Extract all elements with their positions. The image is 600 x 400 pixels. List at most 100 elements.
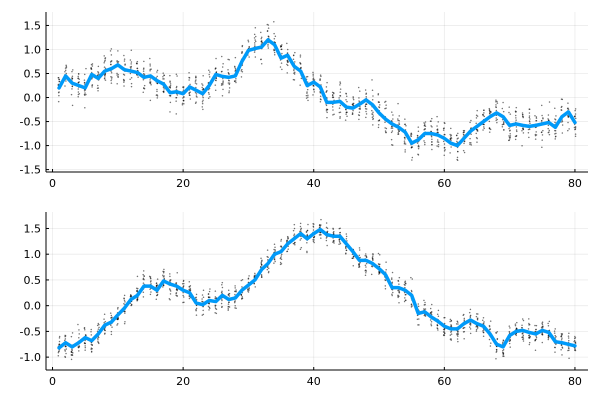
sample-point — [208, 69, 210, 72]
sample-point — [117, 50, 119, 52]
sample-point — [385, 127, 388, 130]
sample-point — [64, 350, 67, 352]
sample-point — [294, 51, 296, 54]
sample-point — [227, 71, 230, 74]
sample-point — [117, 74, 120, 76]
sample-point — [469, 137, 471, 140]
sample-point — [104, 57, 107, 59]
sample-point — [123, 60, 126, 62]
sample-point — [194, 102, 197, 105]
sample-point — [411, 278, 414, 280]
sample-point — [424, 123, 426, 125]
sample-point — [462, 149, 465, 152]
sample-point — [130, 61, 133, 63]
sample-point — [155, 282, 158, 284]
sample-point — [522, 319, 525, 322]
sample-point — [149, 288, 151, 291]
sample-point — [378, 106, 381, 109]
sample-point — [306, 229, 309, 232]
sample-point — [488, 112, 491, 115]
sample-point — [325, 226, 328, 229]
sample-point — [325, 222, 328, 224]
sample-point — [509, 327, 511, 329]
sample-point — [437, 315, 440, 318]
sample-point — [398, 120, 400, 122]
sample-point — [437, 309, 440, 312]
sample-point — [339, 91, 341, 93]
sample-point — [398, 123, 401, 126]
sample-point — [528, 128, 531, 131]
sample-point — [235, 290, 237, 292]
sample-point — [411, 305, 413, 307]
sample-point — [431, 143, 433, 146]
sample-point — [78, 333, 80, 335]
sample-point — [142, 79, 145, 81]
sample-point — [136, 298, 139, 300]
sample-point — [365, 256, 368, 258]
sample-point — [228, 306, 231, 308]
sample-point — [358, 266, 361, 268]
y-tick-label: -1.0 — [20, 351, 41, 364]
sample-point — [378, 119, 381, 121]
sample-point — [104, 67, 107, 70]
sample-point — [313, 89, 315, 91]
sample-point — [77, 91, 80, 93]
sample-point — [502, 101, 504, 104]
sample-point — [573, 339, 576, 342]
sample-point — [476, 129, 479, 131]
sample-point — [155, 285, 158, 287]
sample-point — [103, 318, 105, 320]
sample-point — [392, 291, 394, 294]
sample-point — [339, 242, 342, 245]
sample-point — [410, 133, 412, 135]
sample-point — [417, 145, 420, 148]
sample-point — [495, 350, 498, 352]
sample-point — [488, 338, 491, 341]
sample-point — [84, 106, 86, 109]
sample-point — [417, 303, 420, 305]
x-tick-label: 60 — [437, 177, 451, 190]
sample-point — [220, 84, 223, 86]
sample-point — [149, 79, 151, 81]
sample-point — [183, 102, 185, 105]
sample-point — [405, 124, 407, 127]
sample-point — [162, 284, 165, 287]
sample-point — [175, 292, 178, 294]
sample-point — [424, 125, 427, 128]
sample-point — [379, 104, 381, 106]
sample-point — [222, 83, 224, 86]
sample-point — [456, 150, 459, 153]
sample-point — [501, 107, 504, 110]
sample-point — [110, 63, 112, 66]
sample-point — [280, 240, 282, 242]
sample-point — [469, 308, 472, 311]
sample-point — [195, 76, 197, 78]
sample-point — [318, 223, 321, 226]
sample-point — [247, 288, 249, 290]
sample-point — [240, 70, 243, 72]
sample-point — [189, 83, 191, 86]
sample-point — [287, 248, 289, 250]
sample-point — [156, 71, 158, 73]
sample-point — [273, 37, 276, 40]
sample-point — [436, 139, 439, 141]
sample-point — [364, 89, 367, 91]
sample-point — [555, 336, 557, 338]
sample-point — [339, 95, 342, 97]
sample-point — [574, 109, 576, 112]
sample-point — [83, 327, 86, 329]
sample-point — [195, 79, 197, 81]
sample-point — [339, 111, 342, 113]
sample-point — [130, 49, 133, 52]
sample-point — [384, 121, 386, 123]
sample-point — [442, 140, 445, 143]
sample-point — [162, 78, 164, 80]
sample-point — [124, 64, 126, 66]
sample-point — [351, 257, 354, 260]
sample-point — [560, 335, 562, 338]
sample-point — [293, 68, 295, 70]
sample-point — [202, 75, 204, 77]
sample-point — [319, 226, 321, 228]
sample-point — [104, 320, 107, 323]
sample-point — [84, 345, 86, 347]
